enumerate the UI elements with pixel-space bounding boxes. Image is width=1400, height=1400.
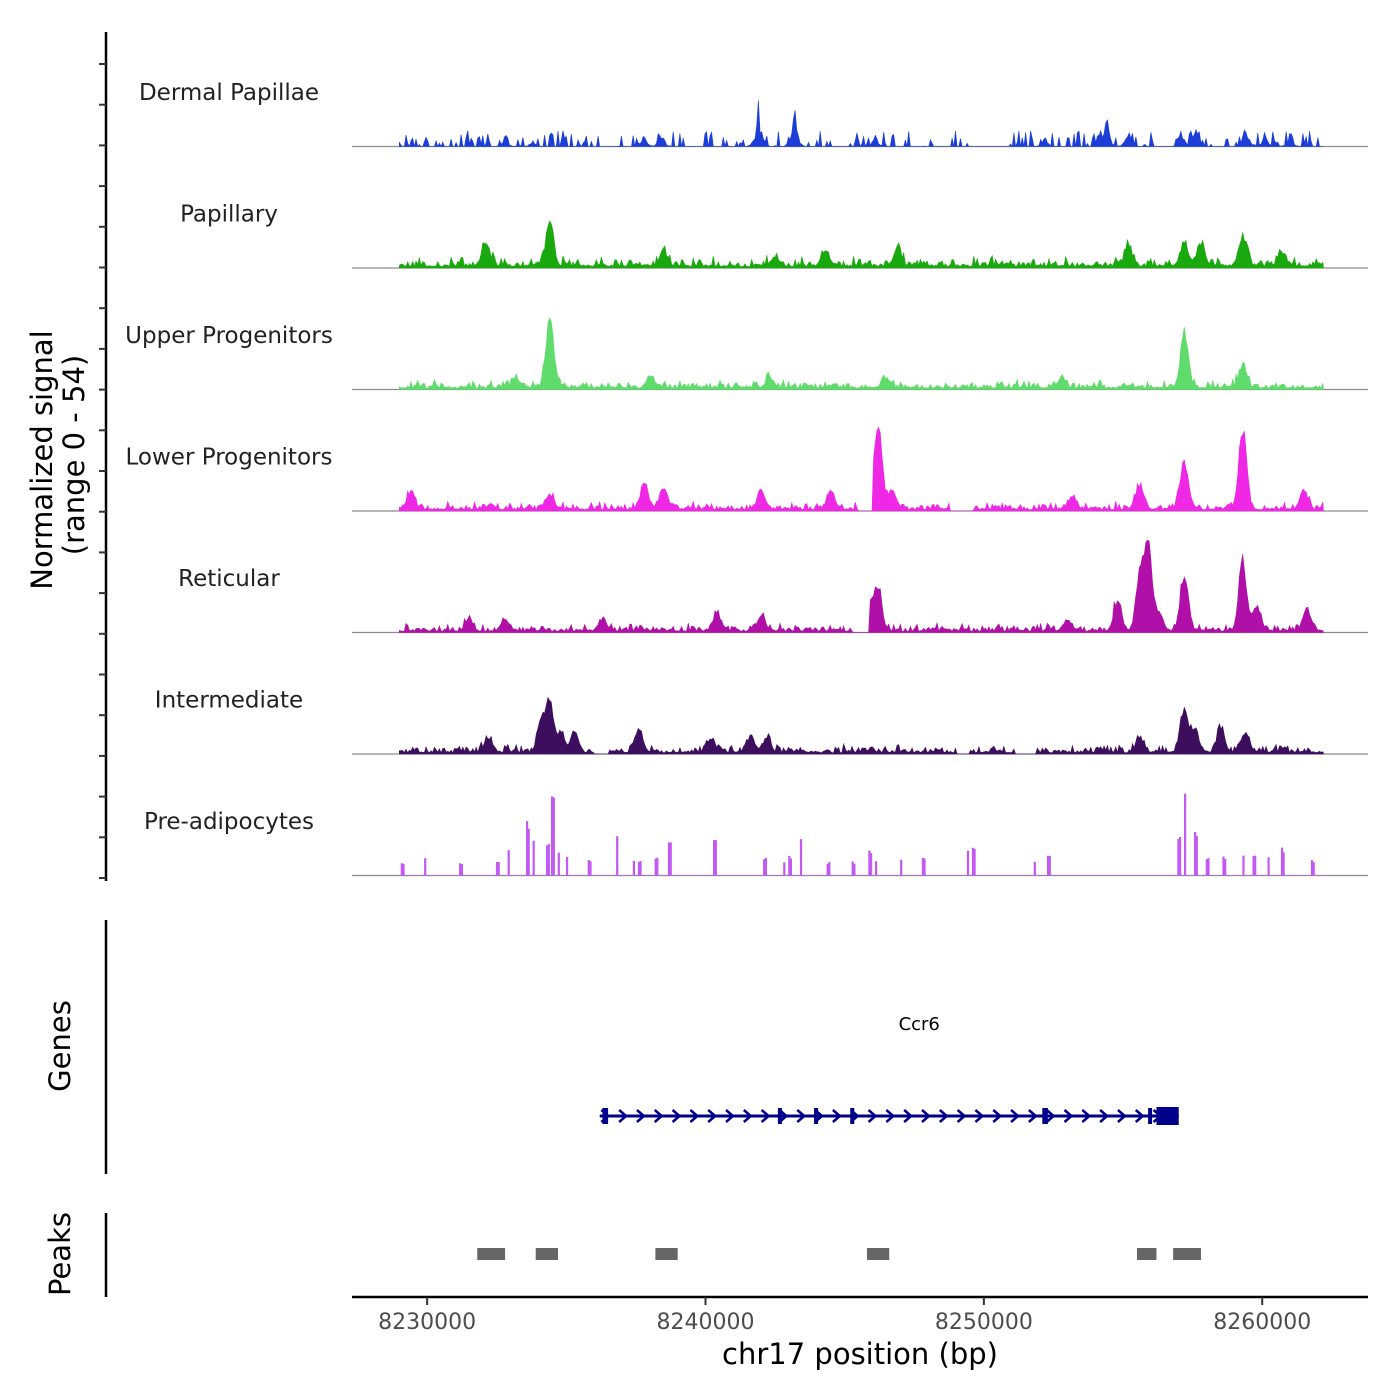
track-reticular: Reticular — [178, 539, 1368, 634]
y-axis-title-line-1: Normalized signal — [25, 330, 59, 589]
peak-region — [866, 1248, 890, 1260]
strand-arrow — [1045, 1109, 1056, 1123]
track-upper-progenitors: Upper Progenitors — [125, 317, 1368, 391]
strand-arrow — [867, 1109, 878, 1123]
strand-arrow — [796, 1109, 807, 1123]
strand-arrow — [974, 1109, 985, 1123]
signal-area — [399, 793, 1325, 876]
strand-arrow — [885, 1109, 896, 1123]
track-label: Lower Progenitors — [126, 445, 333, 471]
left-axes — [99, 32, 108, 1297]
strand-arrow — [689, 1109, 700, 1123]
strand-arrow — [743, 1109, 753, 1123]
peak-region — [1136, 1248, 1157, 1260]
track-dermal-papillae: Dermal Papillae — [139, 80, 1368, 148]
strand-arrow — [1099, 1109, 1110, 1123]
signal-area — [399, 220, 1324, 269]
strand-arrow — [992, 1109, 1003, 1123]
strand-arrow — [1081, 1109, 1092, 1123]
gene-exon — [602, 1108, 609, 1124]
x-tick-label: 8240000 — [657, 1310, 755, 1335]
gene-label: Ccr6 — [899, 1014, 940, 1035]
track-label: Papillary — [180, 202, 278, 228]
signal-area — [399, 539, 1324, 633]
genes-track-title: Genes — [43, 1000, 77, 1092]
strand-arrow — [921, 1109, 931, 1123]
track-intermediate: Intermediate — [155, 688, 1368, 755]
gene-exon — [814, 1108, 819, 1124]
signal-area — [399, 696, 1324, 755]
gene-track: Ccr6 — [599, 1014, 1179, 1125]
x-tick-label: 8250000 — [935, 1310, 1033, 1335]
x-tick-label: 8230000 — [378, 1310, 476, 1335]
gene-exon — [1148, 1108, 1153, 1124]
track-label: Intermediate — [155, 688, 303, 714]
track-papillary: Papillary — [180, 202, 1368, 269]
track-label: Reticular — [178, 566, 280, 592]
strand-arrow — [618, 1109, 629, 1123]
signal-tracks: Dermal Papillae Papillary Upper Progenitor… — [125, 80, 1368, 877]
strand-arrow — [956, 1109, 967, 1123]
strand-arrow — [636, 1109, 646, 1123]
peak-region — [1173, 1248, 1201, 1260]
strand-arrow — [671, 1109, 682, 1123]
track-label: Pre-adipocytes — [144, 809, 314, 835]
track-pre-adipocytes: Pre-adipocytes — [144, 793, 1368, 877]
x-tick-label: 8260000 — [1213, 1310, 1311, 1335]
strand-arrow — [725, 1109, 735, 1123]
gene-exon — [1042, 1108, 1048, 1124]
gene-exon — [777, 1108, 782, 1124]
strand-arrow — [707, 1109, 718, 1123]
peak-region — [535, 1248, 558, 1260]
strand-arrow — [1010, 1109, 1020, 1123]
strand-arrow — [1063, 1109, 1074, 1123]
signal-area — [399, 426, 1324, 512]
gene-exon — [1156, 1107, 1179, 1125]
peak-region — [477, 1248, 506, 1260]
track-label: Dermal Papillae — [139, 80, 319, 106]
track-label: Upper Progenitors — [125, 323, 333, 349]
x-axis-title: chr17 position (bp) — [722, 1337, 998, 1371]
strand-arrow — [903, 1109, 914, 1123]
strand-arrow — [832, 1109, 842, 1123]
signal-area — [399, 100, 1324, 148]
peaks-track — [477, 1248, 1201, 1260]
y-axis-title-line-2: (range 0 - 54) — [57, 355, 91, 555]
strand-arrow — [760, 1109, 771, 1123]
peaks-track-title: Peaks — [43, 1212, 77, 1296]
strand-arrow — [938, 1109, 949, 1123]
x-axis: 8230000 8240000 8250000 8260000 — [352, 1295, 1368, 1335]
track-lower-progenitors: Lower Progenitors — [126, 426, 1368, 512]
strand-arrow — [1028, 1109, 1038, 1123]
gene-exon — [850, 1108, 855, 1124]
peak-region — [655, 1248, 678, 1260]
strand-arrow — [1117, 1109, 1127, 1123]
strand-arrow — [653, 1109, 664, 1123]
strand-arrow — [1134, 1109, 1145, 1123]
signal-area — [399, 317, 1324, 390]
